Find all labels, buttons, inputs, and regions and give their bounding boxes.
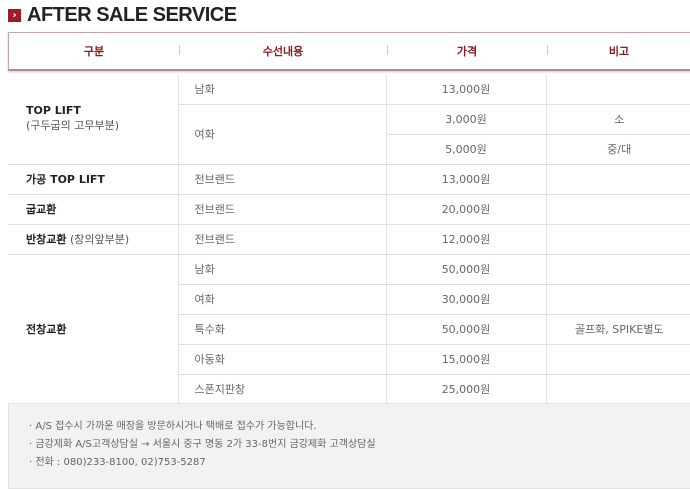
table-row: 굽교환 전브랜드 20,000원 [8, 194, 690, 225]
category-label: 굽교환 [26, 203, 57, 216]
price-cell: 12,000원 [386, 224, 547, 255]
table-row: 특수화 50,000원 골프화, SPIKE별도 [8, 314, 690, 345]
table-row: 전창교환 남화 50,000원 [8, 254, 690, 405]
note-cell [546, 164, 690, 195]
repair-cell: 특수화 [177, 314, 387, 345]
note-line: · 금강제화 A/S고객상담실 → 서울시 중구 명동 2가 33-8번지 금강… [29, 439, 376, 450]
repair-cell: 아동화 [177, 344, 387, 375]
note-line: · 전화 : 080)233-8100, 02)753-5287 [29, 457, 206, 468]
category-label: TOP LIFT [26, 104, 81, 118]
repair-cell: 남화 [177, 254, 387, 285]
table-header: 구분 수선내용 가격 비고 [8, 32, 690, 71]
note-cell [546, 254, 690, 285]
table-row: 5,000원 중/대 [8, 134, 690, 165]
table-row: 여화 3,000원 소 [8, 104, 690, 165]
table-row: TOP LIFT (구두굽의 고무부분) 남화 13,000원 [8, 74, 690, 165]
price-cell: 25,000원 [386, 374, 547, 405]
note-cell [546, 374, 690, 405]
repair-cell: 전브랜드 [177, 224, 387, 255]
table-row: 아동화 15,000원 [8, 344, 690, 375]
price-cell: 3,000원 [386, 104, 547, 135]
price-cell: 13,000원 [386, 74, 547, 105]
header-repair: 수선내용 [179, 43, 387, 59]
repair-cell: 남화 [177, 74, 387, 105]
category-top-lift: TOP LIFT (구두굽의 고무부분) [8, 74, 178, 165]
repair-cell: 여화 [177, 104, 387, 165]
section-title: › AFTER SALE SERVICE [8, 4, 237, 27]
note-cell: 중/대 [546, 134, 690, 165]
note-cell [546, 284, 690, 315]
price-table: TOP LIFT (구두굽의 고무부분) 남화 13,000원 여화 3,000원… [8, 74, 690, 405]
repair-cell: 전브랜드 [177, 164, 387, 195]
repair-cell: 스폰지판창 [177, 374, 387, 405]
note-cell [546, 194, 690, 225]
price-cell: 20,000원 [386, 194, 547, 225]
table-row: 반창교환 (창의앞부분) 전브랜드 12,000원 [8, 224, 690, 255]
notes-box: · A/S 접수시 가까운 매장을 방문하시거나 택배로 접수가 가능합니다. … [8, 403, 690, 489]
header-category: 구분 [83, 45, 105, 58]
note-line: · A/S 접수시 가까운 매장을 방문하시거나 택배로 접수가 가능합니다. [29, 421, 317, 432]
note-cell [546, 224, 690, 255]
category-label: 전창교환 [26, 323, 67, 336]
table-row: 가공 TOP LIFT 전브랜드 13,000원 [8, 164, 690, 195]
price-cell: 5,000원 [386, 134, 547, 165]
category-label: 가공 TOP LIFT [26, 173, 105, 186]
category-sub: (창의앞부분) [69, 233, 130, 246]
note-cell: 소 [546, 104, 690, 135]
chevron-right-icon: › [8, 9, 21, 22]
repair-cell: 여화 [177, 284, 387, 315]
note-cell [546, 74, 690, 105]
page-title: AFTER SALE SERVICE [27, 4, 237, 26]
table-row: 여화 30,000원 [8, 284, 690, 315]
price-cell: 30,000원 [386, 284, 547, 315]
header-price: 가격 [387, 43, 547, 59]
price-cell: 50,000원 [386, 254, 547, 285]
price-cell: 13,000원 [386, 164, 547, 195]
price-cell: 50,000원 [386, 314, 547, 345]
header-note: 비고 [547, 43, 690, 59]
note-cell [546, 344, 690, 375]
price-cell: 15,000원 [386, 344, 547, 375]
category-label: 반창교환 [26, 233, 67, 246]
note-cell: 골프화, SPIKE별도 [546, 314, 690, 345]
category-sub: (구두굽의 고무부분) [26, 119, 120, 133]
repair-cell: 전브랜드 [177, 194, 387, 225]
